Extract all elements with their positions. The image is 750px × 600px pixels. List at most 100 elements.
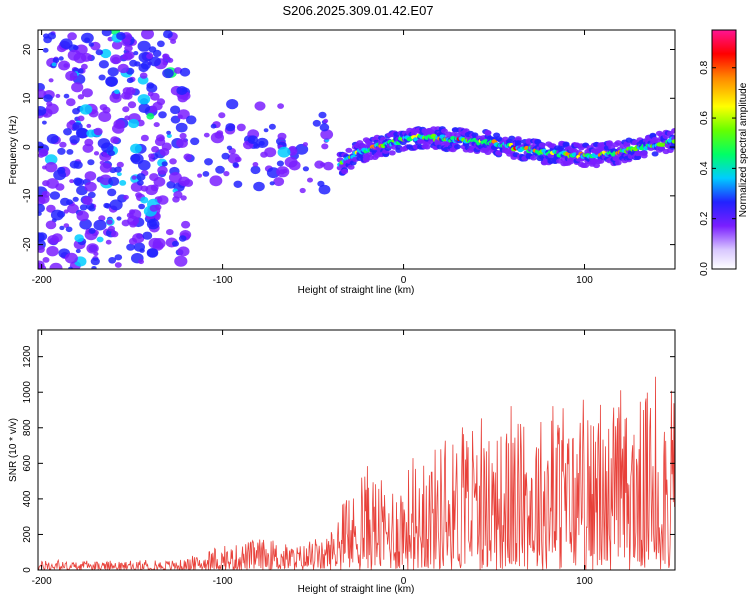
spectrogram-blob bbox=[84, 171, 97, 181]
spectrogram-blob bbox=[49, 191, 61, 200]
spectrogram-blob bbox=[129, 209, 142, 220]
spectrogram-band-halo bbox=[634, 154, 642, 160]
spectrogram-band-halo bbox=[597, 158, 605, 164]
spectrogram-band-halo bbox=[658, 145, 666, 151]
spectrogram-blob bbox=[69, 135, 80, 144]
spectrogram-blob bbox=[79, 218, 92, 230]
spectrogram-blob bbox=[284, 156, 298, 168]
spectrogram-blob bbox=[138, 103, 151, 113]
spectrogram-blob bbox=[38, 211, 42, 216]
spectrogram-blob bbox=[135, 192, 143, 198]
snr-series-line bbox=[38, 376, 675, 570]
x-tick-label: 0 bbox=[401, 576, 407, 587]
spectrogram-blob bbox=[178, 176, 190, 187]
spectrogram-blob bbox=[319, 123, 330, 132]
spectrogram-blob bbox=[79, 104, 93, 115]
colorbar-tick-label: 0.8 bbox=[699, 60, 710, 74]
spectrogram-blob bbox=[38, 260, 45, 269]
spectrogram-blob bbox=[72, 196, 79, 202]
spectrogram-blob bbox=[128, 118, 140, 129]
spectrogram-blob bbox=[55, 93, 61, 98]
spectrogram-blob bbox=[91, 266, 97, 269]
spectrogram-blob bbox=[263, 128, 269, 133]
spectrogram-blob bbox=[318, 184, 331, 195]
spectrogram-blob bbox=[122, 52, 133, 61]
x-tick-label: 100 bbox=[576, 576, 593, 587]
spectrogram-blob bbox=[302, 166, 309, 172]
spectrogram-blob bbox=[253, 143, 260, 149]
spectrogram-blob bbox=[215, 165, 225, 174]
spectrogram-blob bbox=[42, 47, 49, 53]
spectrogram-blob bbox=[225, 123, 236, 132]
spectrogram-blob bbox=[269, 181, 275, 186]
spectrogram-blob bbox=[60, 197, 70, 206]
spectrogram-band-halo bbox=[623, 142, 631, 148]
spectrogram-blob bbox=[140, 61, 151, 70]
spectrogram-band-halo bbox=[538, 142, 546, 148]
spectrogram-blob bbox=[176, 86, 188, 95]
spectrogram-blob bbox=[77, 115, 85, 122]
spectrogram-blob bbox=[45, 220, 57, 230]
spectrogram-blob bbox=[69, 160, 80, 169]
spectrogram-blob bbox=[109, 92, 122, 103]
spectrogram-band-halo bbox=[671, 128, 675, 134]
spectrogram-blob bbox=[170, 105, 181, 115]
spectrogram-blob bbox=[146, 113, 155, 120]
spectrogram-blob bbox=[174, 255, 188, 267]
spectrogram-blob bbox=[112, 123, 125, 134]
spectrogram-blob bbox=[185, 115, 197, 125]
spectrogram-blob bbox=[77, 68, 84, 74]
spectrogram-blob bbox=[116, 161, 124, 168]
x-tick-label: -100 bbox=[213, 576, 233, 587]
spectrogram-blob bbox=[172, 240, 179, 247]
spectrogram-blob bbox=[170, 115, 181, 124]
spectrogram-blob bbox=[177, 93, 188, 103]
spectrogram-blob bbox=[140, 196, 149, 204]
spectrogram-band-halo bbox=[640, 150, 648, 156]
spectrogram-blob bbox=[38, 232, 45, 243]
y-tick-label: 200 bbox=[22, 526, 33, 543]
spectrogram-blob bbox=[86, 123, 92, 128]
spectrogram-blob bbox=[74, 234, 84, 243]
spectrogram-blob bbox=[307, 177, 313, 183]
spectrogram-blob bbox=[77, 94, 85, 100]
spectrogram-blob bbox=[38, 203, 45, 213]
spectrogram-blob bbox=[82, 196, 93, 206]
spectrogram-blob bbox=[76, 210, 89, 222]
spectrogram-band-halo bbox=[651, 151, 659, 157]
spectrogram-blob bbox=[66, 98, 76, 107]
spectrogram-blob bbox=[46, 204, 56, 213]
spectrogram-blob bbox=[105, 76, 118, 87]
spectrogram-blob bbox=[226, 145, 233, 150]
spectrogram-blob bbox=[146, 53, 153, 60]
spectrogram-blobs bbox=[38, 30, 675, 269]
spectrogram-blob bbox=[41, 190, 50, 198]
colorbar-tick-label: 0.6 bbox=[699, 111, 710, 125]
spectrogram-blob bbox=[250, 165, 261, 175]
spectrogram-blob bbox=[87, 191, 96, 199]
spectrogram-blob bbox=[140, 134, 149, 142]
spectrogram-band-halo bbox=[484, 130, 492, 136]
spectrogram-blob bbox=[147, 91, 154, 97]
spectrogram-blob bbox=[110, 136, 119, 144]
spectrogram-blob bbox=[181, 220, 191, 229]
spectrogram-blob bbox=[117, 63, 129, 74]
spectrogram-blob bbox=[125, 87, 136, 96]
spectrogram-blob bbox=[90, 257, 100, 266]
spectrogram-blob bbox=[107, 188, 117, 197]
spectrogram-blob bbox=[166, 229, 174, 236]
spectrogram-blob bbox=[51, 62, 57, 67]
spectrogram-blob bbox=[183, 153, 192, 161]
y-tick-label: -20 bbox=[22, 237, 33, 252]
colorbar-tick-label: 0.4 bbox=[699, 161, 710, 175]
spectrogram-blob bbox=[82, 143, 94, 153]
spectrogram-blob bbox=[151, 146, 160, 153]
spectrogram-band-halo bbox=[423, 144, 431, 150]
spectrogram-blob bbox=[86, 243, 99, 254]
spectrogram-blob bbox=[98, 60, 109, 69]
spectrogram-blob bbox=[51, 233, 63, 243]
spectrogram-blob bbox=[57, 210, 66, 218]
spectrogram-band-halo bbox=[514, 140, 522, 146]
spectrogram-blob bbox=[153, 176, 166, 187]
spectrogram-blob bbox=[210, 132, 224, 144]
